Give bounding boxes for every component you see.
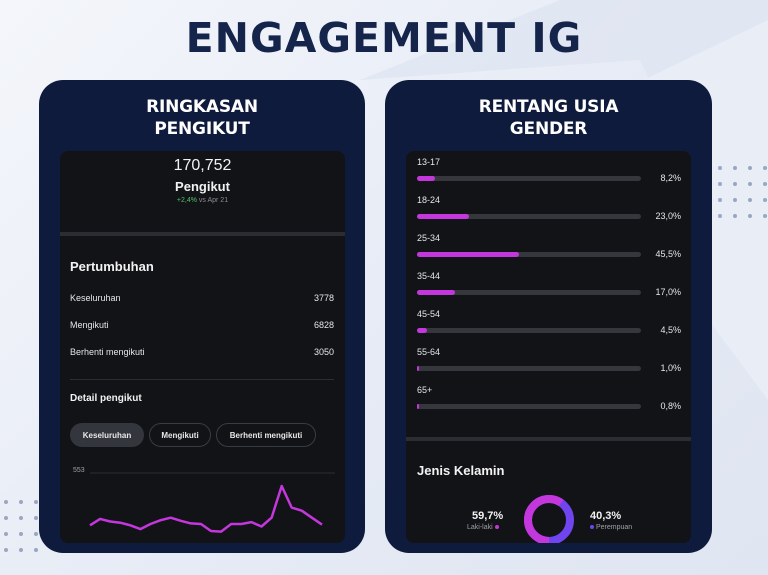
- page-title: ENGAGEMENT IG: [185, 14, 583, 62]
- female-percent: 40,3%: [590, 510, 622, 522]
- age-range-label: 55-64: [417, 347, 441, 357]
- follower-label: Pengikut: [175, 179, 230, 194]
- female-label: Perempuan: [590, 524, 632, 531]
- tab-unfollowed[interactable]: Berhenti mengikuti: [216, 423, 316, 447]
- gender-title: Jenis Kelamin: [417, 463, 505, 478]
- age-range-bar-track: [417, 176, 641, 181]
- stat-value: 6828: [313, 320, 334, 330]
- age-range-bar-track: [417, 404, 641, 409]
- age-range-bar-track: [417, 252, 641, 257]
- female-color-dot: [590, 525, 594, 530]
- age-range-percent: 17,0%: [655, 287, 681, 297]
- tab-following[interactable]: Mengikuti: [149, 423, 211, 447]
- follower-count: 170,752: [173, 157, 232, 174]
- male-label: Laki-laki: [467, 524, 499, 531]
- age-range-bar-fill: [417, 366, 420, 371]
- stat-row-following: Mengikuti 6828: [70, 320, 334, 330]
- donut-male-segment: [524, 495, 574, 543]
- age-range-bar-fill: [417, 214, 469, 219]
- age-gender-card: RENTANG USIA GENDER Jenis Kelamin 59,7% …: [385, 80, 712, 553]
- age-range-label: 65+: [417, 385, 433, 395]
- age-range-label: 13-17: [417, 157, 441, 167]
- age-range-bar-track: [417, 290, 641, 295]
- age-range-bar-track: [417, 366, 641, 371]
- age-range-percent: 4,5%: [660, 325, 681, 335]
- followers-screenshot: 170,752 Pengikut +2,4% vs Apr 21 Pertumb…: [60, 151, 345, 543]
- age-range-percent: 8,2%: [660, 173, 681, 183]
- age-range-label: 25-34: [417, 233, 441, 243]
- male-percent: 59,7%: [472, 510, 504, 522]
- age-range-label: 45-54: [417, 309, 441, 319]
- followers-card-title: RINGKASAN PENGIKUT: [146, 97, 258, 139]
- age-range-bar-track: [417, 214, 641, 219]
- age-range-percent: 45,5%: [655, 249, 681, 259]
- male-color-dot: [494, 525, 499, 530]
- tab-overall[interactable]: Keseluruhan: [70, 423, 144, 447]
- age-range-percent: 23,0%: [655, 211, 681, 221]
- age-gender-card-title: RENTANG USIA GENDER: [478, 97, 619, 139]
- age-range-bar-fill: [417, 176, 436, 181]
- stat-label: Mengikuti: [70, 320, 109, 330]
- age-range-label: 35-44: [417, 271, 441, 281]
- age-range-percent: 1,0%: [660, 363, 681, 373]
- stat-label: Berhenti mengikuti: [70, 347, 145, 357]
- followers-summary-card: RINGKASAN PENGIKUT 170,752 Pengikut +2,4…: [39, 80, 365, 553]
- section-divider-thin: [70, 379, 334, 380]
- stat-row-overall: Keseluruhan 3778: [70, 293, 334, 303]
- age-range-bar-fill: [417, 290, 456, 295]
- chart-y-tick-label: 553: [73, 467, 85, 474]
- age-range-bar-track: [417, 328, 641, 333]
- follower-detail-title: Detail pengikut: [70, 393, 142, 404]
- section-divider: [60, 232, 345, 236]
- change-suffix: vs Apr 21: [198, 197, 229, 204]
- section-divider: [406, 437, 691, 441]
- follower-line-chart: [89, 472, 335, 533]
- change-value: +2,4%: [176, 197, 197, 204]
- follower-series-line: [89, 484, 323, 533]
- decorative-dots-left: [4, 500, 38, 552]
- gender-donut-chart: [524, 495, 574, 543]
- age-range-bar-fill: [417, 252, 519, 257]
- stat-label: Keseluruhan: [70, 293, 121, 303]
- age-gender-screenshot: Jenis Kelamin 59,7% Laki-laki 40,3% Pere…: [406, 151, 691, 543]
- age-range-percent: 0,8%: [660, 401, 681, 411]
- stat-value: 3050: [313, 347, 334, 357]
- stat-value: 3778: [313, 293, 334, 303]
- age-range-bar-fill: [417, 404, 419, 409]
- follower-change: +2,4% vs Apr 21: [60, 197, 345, 204]
- growth-title: Pertumbuhan: [70, 259, 154, 274]
- age-range-bar-fill: [417, 328, 428, 333]
- stat-row-unfollowed: Berhenti mengikuti 3050: [70, 347, 334, 357]
- age-range-label: 18-24: [417, 195, 441, 205]
